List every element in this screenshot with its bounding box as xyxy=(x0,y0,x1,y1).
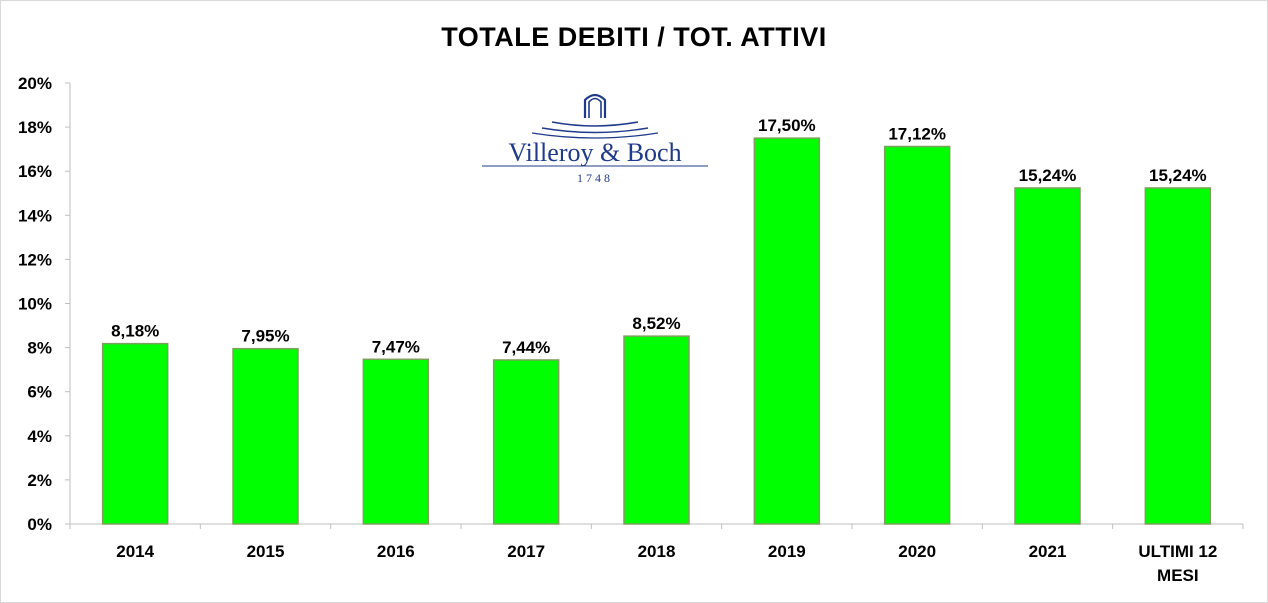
y-tick-label: 4% xyxy=(27,427,52,446)
bar xyxy=(1144,187,1212,525)
logo-year: 1748 xyxy=(577,171,613,185)
y-tick-label: 14% xyxy=(18,206,52,225)
y-tick-label: 16% xyxy=(18,162,52,181)
data-label: 7,44% xyxy=(502,338,550,357)
chart-title: TOTALE DEBITI / TOT. ATTIVI xyxy=(441,22,827,52)
bar xyxy=(883,145,951,525)
data-label: 15,24% xyxy=(1019,166,1077,185)
villeroy-boch-logo: Villeroy & Boch 1748 xyxy=(482,93,708,185)
logo-wordmark: Villeroy & Boch xyxy=(508,138,681,167)
x-tick-label: 2017 xyxy=(507,542,545,561)
data-label: 8,18% xyxy=(111,322,159,341)
data-label: 8,52% xyxy=(632,314,680,333)
x-tick-label: 2021 xyxy=(1029,542,1067,561)
bar xyxy=(623,335,690,525)
data-label: 15,24% xyxy=(1149,166,1207,185)
data-label: 7,47% xyxy=(372,337,420,356)
data-label: 7,95% xyxy=(241,327,289,346)
bar xyxy=(753,137,821,525)
x-tick-label: 2016 xyxy=(377,542,415,561)
x-tick-label: 2014 xyxy=(116,542,154,561)
data-label: 17,12% xyxy=(888,125,946,144)
bar xyxy=(492,359,560,525)
bar xyxy=(101,342,169,525)
bar xyxy=(1014,187,1081,525)
y-tick-label: 8% xyxy=(27,339,52,358)
y-tick-label: 6% xyxy=(27,383,52,402)
y-tick-label: 0% xyxy=(27,515,52,534)
y-tick-label: 10% xyxy=(18,295,52,314)
y-tick-label: 18% xyxy=(18,118,52,137)
y-tick-label: 12% xyxy=(18,250,52,269)
data-label: 17,50% xyxy=(758,116,816,135)
x-tick-label: ULTIMI 12 MESI xyxy=(1138,542,1217,585)
bar xyxy=(232,347,299,525)
x-tick-label: 2019 xyxy=(768,542,806,561)
x-tick-label: 2020 xyxy=(898,542,936,561)
x-tick-label: 2018 xyxy=(638,542,676,561)
bar xyxy=(362,358,430,525)
y-tick-label: 2% xyxy=(27,471,52,490)
x-tick-label: 2015 xyxy=(247,542,285,561)
y-tick-label: 20% xyxy=(18,74,52,93)
